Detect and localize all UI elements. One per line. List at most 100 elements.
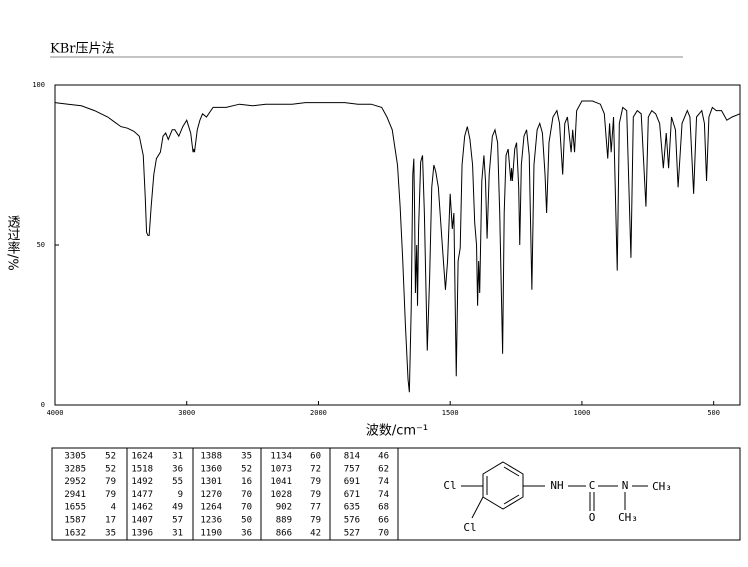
peak-transmittance: 79 bbox=[105, 490, 116, 500]
x-tick-label: 1500 bbox=[442, 409, 459, 417]
bond bbox=[503, 494, 520, 505]
peak-wavenumber: 1073 bbox=[270, 464, 292, 474]
peak-wavenumber: 866 bbox=[276, 528, 292, 538]
peak-wavenumber: 1587 bbox=[64, 516, 86, 526]
peak-transmittance: 4 bbox=[111, 503, 116, 513]
header-title: KBr压片法 bbox=[50, 42, 114, 57]
peak-transmittance: 74 bbox=[378, 477, 389, 487]
peak-wavenumber: 1655 bbox=[64, 503, 86, 513]
peak-wavenumber: 757 bbox=[344, 464, 360, 474]
peak-transmittance: 16 bbox=[241, 477, 252, 487]
atom-label: Cl bbox=[463, 521, 476, 534]
plot-frame bbox=[54, 84, 741, 406]
peak-wavenumber: 1360 bbox=[200, 464, 222, 474]
structure-labels: Cl NH C N CH₃ O CH₃ Cl bbox=[443, 479, 672, 534]
ring bbox=[482, 461, 524, 510]
peak-transmittance: 36 bbox=[172, 464, 183, 474]
peak-transmittance: 70 bbox=[241, 503, 252, 513]
peak-transmittance: 52 bbox=[105, 464, 116, 474]
atom-label: CH₃ bbox=[618, 511, 638, 524]
peak-wavenumber: 635 bbox=[344, 503, 360, 513]
peak-transmittance: 57 bbox=[172, 516, 183, 526]
peak-transmittance: 60 bbox=[310, 452, 321, 462]
atom-label: O bbox=[589, 511, 596, 524]
bond bbox=[503, 466, 520, 477]
peak-transmittance: 70 bbox=[241, 490, 252, 500]
peak-transmittance: 77 bbox=[310, 503, 321, 513]
peak-wavenumber: 1396 bbox=[131, 528, 153, 538]
peak-wavenumber: 1270 bbox=[200, 490, 222, 500]
peak-transmittance: 35 bbox=[105, 528, 116, 538]
y-tick-label: 100 bbox=[32, 81, 45, 89]
peak-wavenumber: 2941 bbox=[64, 490, 86, 500]
y-axis-label: 透过率/% bbox=[5, 215, 21, 271]
atom-label: C bbox=[589, 479, 596, 492]
peak-transmittance: 70 bbox=[378, 528, 389, 538]
peak-transmittance: 79 bbox=[310, 477, 321, 487]
peak-wavenumber: 691 bbox=[344, 477, 360, 487]
x-tick-label: 4000 bbox=[47, 409, 64, 417]
peak-wavenumber: 1190 bbox=[200, 528, 222, 538]
peak-transmittance: 36 bbox=[241, 528, 252, 538]
spectrum-line bbox=[54, 100, 741, 393]
peak-wavenumber: 814 bbox=[344, 452, 360, 462]
peak-wavenumber: 1264 bbox=[200, 503, 222, 513]
peak-wavenumber: 1492 bbox=[131, 477, 153, 487]
peak-transmittance: 31 bbox=[172, 452, 183, 462]
peak-transmittance: 35 bbox=[241, 452, 252, 462]
peak-transmittance: 46 bbox=[378, 452, 389, 462]
peak-transmittance: 17 bbox=[105, 516, 116, 526]
peak-transmittance: 49 bbox=[172, 503, 183, 513]
x-tick-label: 2000 bbox=[310, 409, 327, 417]
bond bbox=[471, 496, 484, 519]
peak-wavenumber: 1236 bbox=[200, 516, 222, 526]
peak-wavenumber: 1518 bbox=[131, 464, 153, 474]
peak-wavenumber: 527 bbox=[344, 528, 360, 538]
peak-wavenumber: 576 bbox=[344, 516, 360, 526]
peak-transmittance: 62 bbox=[378, 464, 389, 474]
peak-transmittance: 55 bbox=[172, 477, 183, 487]
peak-wavenumber: 2952 bbox=[64, 477, 86, 487]
peak-transmittance: 79 bbox=[105, 477, 116, 487]
peak-wavenumber: 1624 bbox=[131, 452, 153, 462]
x-tick-label: 3000 bbox=[178, 409, 195, 417]
peak-wavenumber: 1134 bbox=[270, 452, 292, 462]
peak-wavenumber: 1388 bbox=[200, 452, 222, 462]
peak-wavenumber: 3285 bbox=[64, 464, 86, 474]
peak-wavenumber: 1632 bbox=[64, 528, 86, 538]
peak-transmittance: 42 bbox=[310, 528, 321, 538]
peak-wavenumber: 1041 bbox=[270, 477, 292, 487]
atom-label: N bbox=[622, 479, 629, 492]
peak-transmittance: 68 bbox=[378, 503, 389, 513]
x-tick-label: 1000 bbox=[573, 409, 590, 417]
peak-transmittance: 31 bbox=[172, 528, 183, 538]
peak-transmittance: 9 bbox=[178, 490, 183, 500]
x-axis-label: 波数/cm⁻¹ bbox=[366, 424, 428, 439]
atom-label: CH₃ bbox=[652, 480, 672, 493]
y-tick-label: 0 bbox=[41, 401, 45, 409]
peak-transmittance: 79 bbox=[310, 490, 321, 500]
peak-transmittance: 50 bbox=[241, 516, 252, 526]
peak-wavenumber: 902 bbox=[276, 503, 292, 513]
atom-label: NH bbox=[550, 479, 563, 492]
peak-transmittance: 52 bbox=[241, 464, 252, 474]
y-tick-label: 50 bbox=[37, 241, 45, 249]
peak-transmittance: 72 bbox=[310, 464, 321, 474]
table-dividers bbox=[126, 448, 399, 540]
table-frame bbox=[51, 447, 741, 541]
x-tick-label: 500 bbox=[707, 409, 720, 417]
peak-transmittance: 66 bbox=[378, 516, 389, 526]
peak-wavenumber: 1462 bbox=[131, 503, 153, 513]
peak-transmittance: 52 bbox=[105, 452, 116, 462]
atom-label: Cl bbox=[443, 479, 456, 492]
peak-wavenumber: 1477 bbox=[131, 490, 153, 500]
peak-wavenumber: 3305 bbox=[64, 452, 86, 462]
peak-wavenumber: 671 bbox=[344, 490, 360, 500]
peak-transmittance: 79 bbox=[310, 516, 321, 526]
peak-wavenumber: 1407 bbox=[131, 516, 153, 526]
peak-wavenumber: 1301 bbox=[200, 477, 222, 487]
peak-wavenumber: 1028 bbox=[270, 490, 292, 500]
peak-wavenumber: 889 bbox=[276, 516, 292, 526]
peak-transmittance: 74 bbox=[378, 490, 389, 500]
